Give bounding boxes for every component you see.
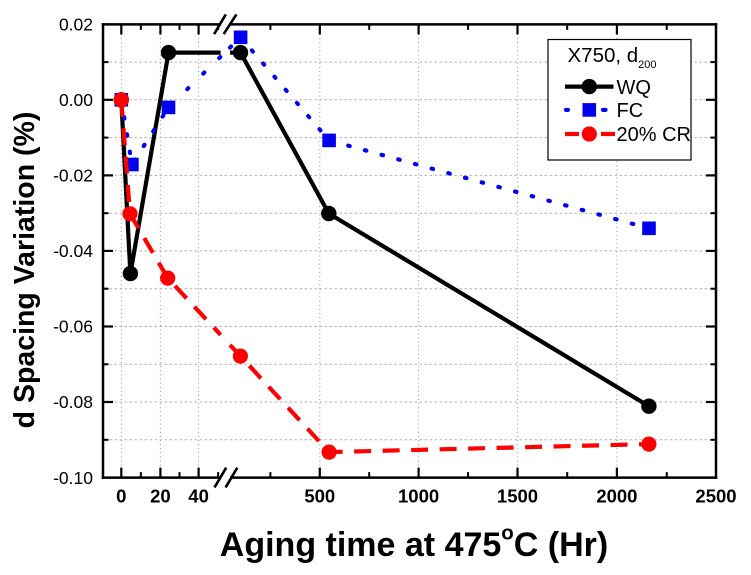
- svg-text:2500: 2500: [695, 486, 736, 507]
- svg-text:40: 40: [188, 486, 209, 507]
- svg-text:20: 20: [150, 486, 171, 507]
- svg-text:2000: 2000: [596, 486, 637, 507]
- svg-text:0.02: 0.02: [59, 15, 93, 35]
- svg-text:1500: 1500: [497, 486, 538, 507]
- svg-text:-0.08: -0.08: [53, 392, 93, 412]
- svg-text:500: 500: [304, 486, 335, 507]
- svg-text:0: 0: [116, 486, 126, 507]
- svg-text:d Spacing Variation (%): d Spacing Variation (%): [9, 112, 41, 429]
- svg-text:-0.04: -0.04: [53, 241, 93, 261]
- svg-text:WQ: WQ: [617, 77, 651, 99]
- svg-text:-0.02: -0.02: [53, 166, 93, 186]
- svg-text:-0.10: -0.10: [53, 468, 93, 488]
- svg-text:0.00: 0.00: [59, 90, 93, 110]
- svg-text:20% CR: 20% CR: [617, 124, 691, 146]
- svg-text:-0.06: -0.06: [53, 317, 93, 337]
- svg-text:1000: 1000: [398, 486, 439, 507]
- svg-text:Aging time at 475oC (Hr): Aging time at 475oC (Hr): [220, 522, 608, 564]
- svg-text:FC: FC: [617, 100, 644, 122]
